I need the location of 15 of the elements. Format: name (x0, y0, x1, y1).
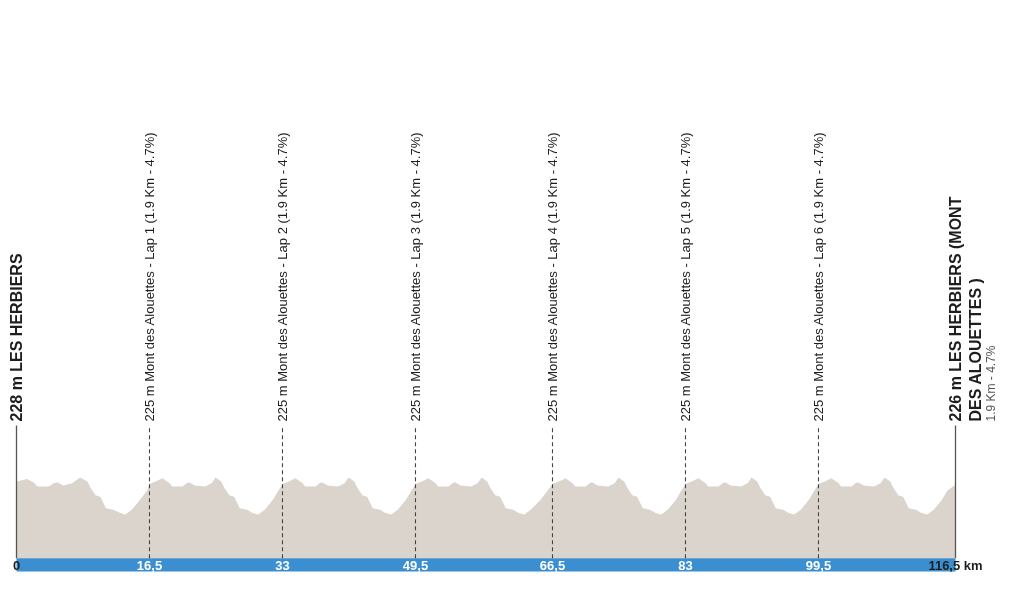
x-tick-label: 16,5 (136, 557, 163, 573)
ref-line-label: 225 m Mont des Alouettes - Lap 2 (1.9 Km - 4.7%) (274, 132, 290, 422)
x-tick-label: 33 (275, 557, 290, 573)
ref-line-label: 228 m LES HERBIERS (8, 253, 25, 422)
ref-line-label: 225 m Mont des Alouettes - Lap 3 (1.9 Km - 4.7%) (407, 132, 423, 422)
x-tick-label: 0 (12, 557, 21, 573)
ref-line-label: 225 m Mont des Alouettes - Lap 1 (1.9 Km - 4.7%) (141, 132, 157, 422)
x-tick-label: 49,5 (402, 557, 429, 573)
x-tick-label: 99,5 (805, 557, 832, 573)
ref-line-label: 226 m LES HERBIERS (MONT DES ALOUETTES ) 1.9 Km - 4.7% (947, 196, 998, 422)
x-tick-label: 66,5 (539, 557, 566, 573)
ref-line-label: 225 m Mont des Alouettes - Lap 4 (1.9 Km - 4.7%) (545, 132, 560, 422)
ref-line-label: 225 m Mont des Alouettes - Lap 6 (1.9 Km - 4.7%) (810, 132, 826, 422)
ref-line-label: 225 m Mont des Alouettes - Lap 5 (1.9 Km - 4.7%) (677, 132, 693, 422)
x-tick-label: 83 (678, 557, 693, 573)
